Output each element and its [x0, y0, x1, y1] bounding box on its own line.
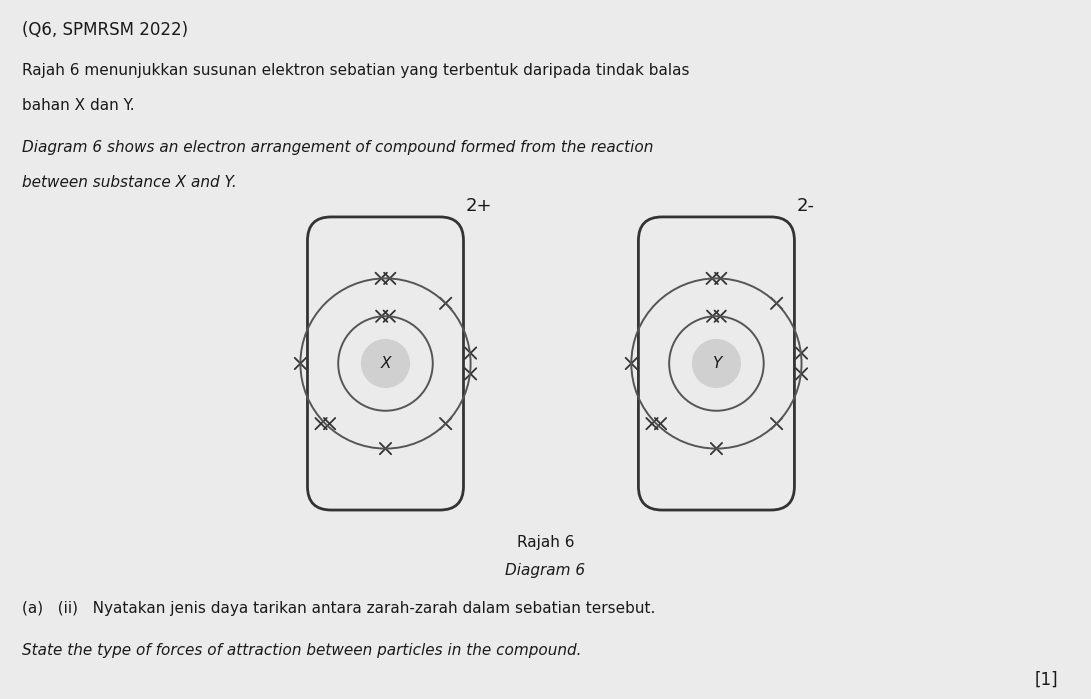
- Text: State the type of forces of attraction between particles in the compound.: State the type of forces of attraction b…: [22, 643, 582, 658]
- Circle shape: [693, 340, 740, 387]
- Text: between substance X and Y.: between substance X and Y.: [22, 175, 237, 189]
- Text: (a)   (ii)   Nyatakan jenis daya tarikan antara zarah-zarah dalam sebatian terse: (a) (ii) Nyatakan jenis daya tarikan ant…: [22, 601, 656, 616]
- Text: 2-: 2-: [796, 196, 815, 215]
- Text: 2+: 2+: [466, 196, 492, 215]
- Text: Diagram 6 shows an electron arrangement of compound formed from the reaction: Diagram 6 shows an electron arrangement …: [22, 140, 654, 154]
- Text: bahan X dan Y.: bahan X dan Y.: [22, 98, 134, 113]
- Text: Rajah 6 menunjukkan susunan elektron sebatian yang terbentuk daripada tindak bal: Rajah 6 menunjukkan susunan elektron seb…: [22, 63, 690, 78]
- Text: Diagram 6: Diagram 6: [505, 563, 586, 577]
- Circle shape: [362, 340, 409, 387]
- Text: X: X: [381, 356, 391, 371]
- Text: (Q6, SPMRSM 2022): (Q6, SPMRSM 2022): [22, 21, 188, 39]
- Text: Y: Y: [711, 356, 721, 371]
- Text: Rajah 6: Rajah 6: [517, 535, 574, 549]
- Text: [1]: [1]: [1034, 670, 1058, 689]
